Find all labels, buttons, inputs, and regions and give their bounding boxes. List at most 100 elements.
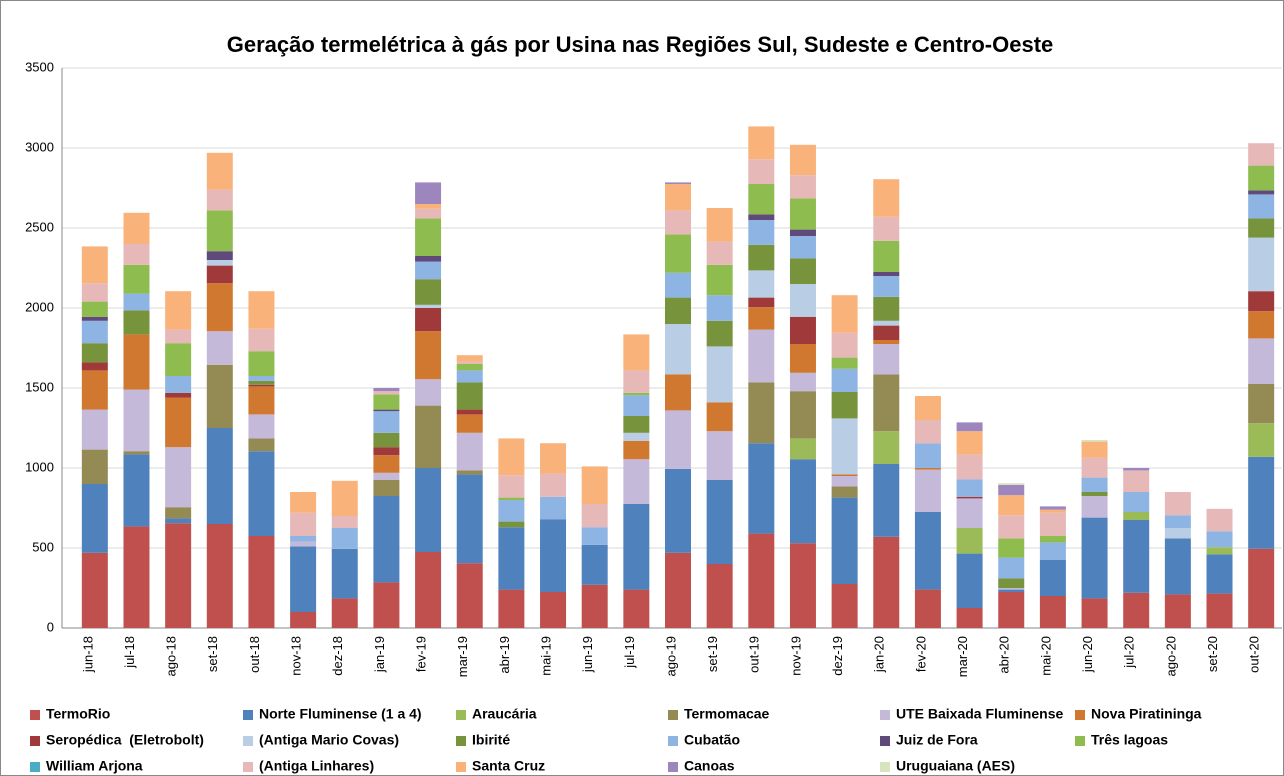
y-tick-label: 1500 (25, 379, 54, 394)
bar-segment (415, 208, 442, 219)
x-tick-label: jun-18 (80, 636, 95, 673)
bar-segment (873, 325, 900, 340)
bar-segment (706, 241, 733, 265)
x-tick-label: ago-18 (164, 636, 179, 676)
bar-segment (123, 526, 150, 628)
bar-segment (331, 480, 358, 516)
bar-segment (415, 308, 442, 332)
x-tick-label: set-20 (1205, 636, 1220, 672)
legend-label: Termomacae (684, 706, 770, 722)
bar-segment (914, 443, 941, 468)
bar-segment (1039, 512, 1066, 536)
bar-segment (623, 432, 650, 441)
bar-segment (1123, 592, 1150, 628)
bar-segment (1123, 468, 1150, 471)
bar-segment (914, 468, 941, 470)
bar-segment (206, 524, 233, 628)
legend-swatch (880, 762, 890, 772)
bar-segment (1123, 520, 1150, 593)
bar-segment (456, 364, 483, 371)
bar-segment (789, 284, 816, 317)
bar-segment (1248, 548, 1275, 628)
bar-segment (123, 264, 150, 294)
bar-segment (1206, 508, 1233, 532)
bar-segment (456, 382, 483, 410)
legend-swatch (668, 762, 678, 772)
bar-segment (206, 283, 233, 332)
bar-segment (415, 261, 442, 280)
bar-segment (1081, 457, 1108, 478)
bar-segment (331, 548, 358, 599)
x-tick-label: fev-20 (913, 636, 928, 672)
bar-segment (831, 486, 858, 498)
bar-segment (1206, 554, 1233, 594)
bar-segment (873, 464, 900, 537)
bar-segment (1123, 512, 1150, 520)
bar-segment (81, 343, 108, 363)
bar-segment (1039, 542, 1066, 560)
bar-segment (623, 334, 650, 371)
legend-swatch (668, 710, 678, 720)
x-tick-label: mai-19 (538, 636, 553, 676)
legend-label: (Antiga Mario Covas) (259, 732, 399, 748)
bar-segment (373, 455, 400, 473)
bar-segment (1248, 384, 1275, 424)
bar-segment (623, 392, 650, 396)
bar-segment (623, 395, 650, 416)
bar-segment (165, 523, 192, 628)
bar-segment (873, 216, 900, 241)
bar-segment (1248, 311, 1275, 339)
legend-swatch (880, 710, 890, 720)
legend-label: Uruguaiana (AES) (896, 758, 1015, 774)
x-tick-label: mai-20 (1038, 636, 1053, 676)
x-tick-label: nov-18 (289, 636, 304, 676)
bar-segment (456, 414, 483, 433)
x-tick-label: jan-19 (372, 636, 387, 673)
bar-segment (873, 179, 900, 217)
legend-label: Norte Fluminense (1 a 4) (259, 706, 422, 722)
bar-segment (748, 270, 775, 298)
bar-segment (956, 528, 983, 554)
bar-segment (623, 589, 650, 628)
bar-segment (748, 307, 775, 330)
x-tick-label: abr-19 (497, 636, 512, 674)
bar-segment (248, 384, 275, 387)
legend-label: Três lagoas (1091, 732, 1168, 748)
bar-segment (581, 527, 608, 545)
bar-segment (706, 295, 733, 321)
bar-segment (540, 496, 567, 520)
bar-segment (789, 316, 816, 344)
bar-segment (1248, 338, 1275, 384)
bar-segment (873, 276, 900, 297)
bar-segment (81, 320, 108, 344)
x-tick-label: out-20 (1247, 636, 1262, 673)
bar-segment (665, 272, 691, 298)
bar-segment (1081, 598, 1108, 628)
bar-segment (498, 527, 525, 590)
bar-segment (123, 212, 150, 244)
bar-segment (831, 295, 858, 333)
bar-segment (248, 380, 275, 385)
legend-swatch (243, 736, 253, 746)
bar-segment (748, 244, 775, 271)
x-tick-label: fev-19 (414, 636, 429, 672)
bar-segment (1248, 165, 1275, 191)
bar-segment (498, 438, 525, 476)
bar-segment (873, 536, 900, 628)
bar-segment (248, 386, 275, 415)
bar-segment (415, 304, 442, 308)
bar-segment (206, 428, 233, 524)
bar-segment (789, 438, 816, 460)
bar-segment (540, 473, 567, 497)
bar-segment (1081, 477, 1108, 492)
bar-segment (123, 389, 150, 452)
bar-segment (290, 536, 317, 542)
bar-segment (956, 454, 983, 480)
y-tick-label: 2000 (25, 299, 54, 314)
bar-segment (540, 519, 567, 592)
bar-segment (456, 409, 483, 415)
bar-segment (1248, 190, 1275, 195)
x-tick-label: ago-19 (663, 636, 678, 676)
